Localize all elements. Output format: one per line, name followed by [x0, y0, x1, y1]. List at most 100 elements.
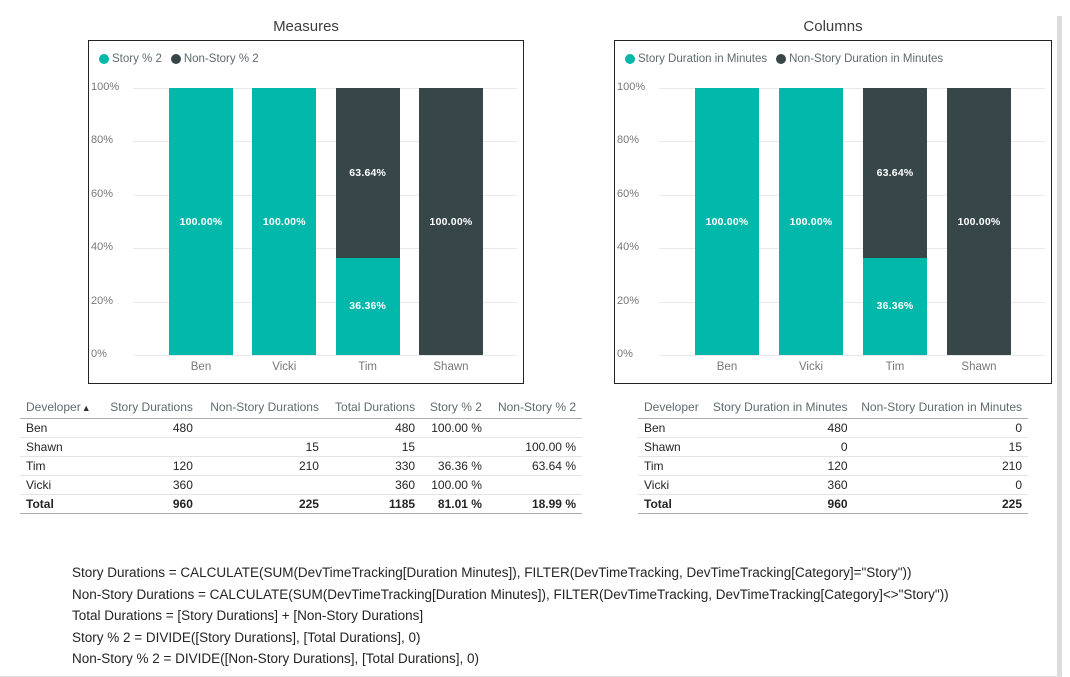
table-cell[interactable]: Ben	[20, 418, 101, 438]
legend-item[interactable]: Non-Story % 2	[170, 53, 259, 65]
chart-title: Columns	[803, 18, 863, 35]
table-header-cell[interactable]: Non-Story Durations	[198, 398, 325, 419]
formula-line: Story Durations = CALCULATE(SUM(DevTimeT…	[72, 565, 912, 580]
table-cell[interactable]: Shawn	[638, 437, 706, 457]
legend-label: Story % 2	[112, 53, 162, 65]
formula-line: Non-Story % 2 = DIVIDE([Non-Story Durati…	[72, 651, 480, 666]
tables-row: Developer▲ Story Durations Non-Story Durat…	[20, 398, 1070, 514]
table-cell[interactable]: Tim	[20, 456, 101, 476]
table-cell[interactable]: 0	[705, 437, 854, 457]
table-cell[interactable]: 15	[198, 437, 325, 457]
table-header-cell[interactable]: Total Durations	[324, 398, 422, 419]
table-cell[interactable]: 480	[324, 418, 422, 438]
table-cell[interactable]: Ben	[638, 418, 706, 438]
table-cell[interactable]: 100.00 %	[421, 475, 488, 495]
y-axis-tick-label: 0%	[617, 348, 633, 360]
table-cell[interactable]: 210	[198, 456, 325, 476]
table-cell[interactable]: 330	[324, 456, 422, 476]
bar-segment[interactable]: 100.00%	[695, 88, 759, 355]
bar-segment[interactable]: 36.36%	[335, 257, 400, 355]
table-cell[interactable]: 36.36 %	[421, 456, 488, 476]
measures-chart: Story % 2 Non-Story % 2 100% 80% 60% 40% 20% 0%…	[88, 40, 524, 384]
table-cell[interactable]: 63.64 %	[487, 456, 582, 476]
table-cell[interactable]	[421, 437, 488, 457]
bar-segment[interactable]: 100.00%	[169, 88, 233, 355]
y-axis-tick-label: 60%	[91, 187, 114, 200]
table-cell[interactable]: 225	[198, 494, 325, 514]
table-header-cell[interactable]: Non-Story Duration in Minutes	[853, 398, 1028, 419]
table-header-cell[interactable]: Story Duration in Minutes	[705, 398, 854, 419]
table-header-row: Developer▲ Story Durations Non-Story Durat…	[20, 398, 582, 419]
bar-segment[interactable]: 100.00%	[947, 88, 1011, 355]
table-cell[interactable]: 360	[705, 475, 854, 495]
table-row[interactable]: Shawn 15 15 100.00 %	[20, 437, 582, 457]
table-cell[interactable]: 480	[705, 418, 854, 438]
table-row[interactable]: Ben 480 480 100.00 %	[20, 418, 582, 438]
bar-segment[interactable]: 100.00%	[418, 88, 483, 355]
table-row[interactable]: Tim 120 210	[638, 456, 1028, 476]
table-cell[interactable]: 1185	[324, 494, 422, 514]
table-cell[interactable]: Vicki	[20, 475, 101, 495]
table-cell[interactable]: 225	[853, 494, 1028, 514]
table-total-row[interactable]: Total 960 225	[638, 494, 1028, 514]
table-cell[interactable]: Vicki	[638, 475, 706, 495]
table-cell[interactable]: Total	[638, 494, 706, 514]
table-header-cell[interactable]: Non-Story % 2	[487, 398, 582, 419]
legend-item[interactable]: Non-Story Duration in Minutes	[776, 53, 943, 65]
bar-shawn: 100.00%	[947, 88, 1011, 355]
table-cell[interactable]	[198, 475, 325, 495]
table-cell[interactable]	[100, 437, 199, 457]
gridline	[133, 88, 517, 89]
table-cell[interactable]: 210	[853, 456, 1028, 476]
chart-title: Measures	[273, 18, 339, 35]
legend-item[interactable]: Story Duration in Minutes	[625, 53, 767, 65]
table-cell[interactable]	[198, 418, 325, 438]
table-cell[interactable]: 480	[100, 418, 199, 438]
table-cell[interactable]: 0	[853, 418, 1028, 438]
bar-segment[interactable]: 100.00%	[252, 88, 317, 355]
bar-data-label: 63.64%	[876, 166, 914, 179]
table-cell[interactable]: 960	[705, 494, 854, 514]
table-cell[interactable]: 15	[853, 437, 1028, 457]
gridline	[659, 248, 1045, 250]
table-row[interactable]: Tim 120 210 330 36.36 % 63.64 %	[20, 456, 582, 476]
table-header-cell[interactable]: Story % 2	[421, 398, 488, 419]
legend-item[interactable]: Story % 2	[99, 53, 162, 65]
bar-segment[interactable]: 63.64%	[335, 88, 400, 258]
table-cell[interactable]: 100.00 %	[421, 418, 488, 438]
bar-segment[interactable]: 100.00%	[779, 88, 843, 355]
table-row[interactable]: Ben 480 0	[638, 418, 1028, 438]
table-cell[interactable]: 0	[853, 475, 1028, 495]
table-cell[interactable]: 81.01 %	[421, 494, 488, 514]
table-row[interactable]: Shawn 0 15	[638, 437, 1028, 457]
table-row[interactable]: Vicki 360 0	[638, 475, 1028, 495]
table-cell[interactable]: 360	[324, 475, 422, 495]
table-header-cell[interactable]: Story Durations	[100, 398, 199, 419]
table-cell[interactable]: Total	[20, 494, 101, 514]
x-axis-label: Ben	[190, 361, 212, 373]
table-header-cell[interactable]: Developer	[638, 398, 706, 419]
bar-segment[interactable]: 36.36%	[863, 257, 927, 355]
x-axis-label: Shawn	[433, 361, 469, 373]
table-cell[interactable]: 960	[100, 494, 199, 514]
table-total-row[interactable]: Total 960 225 1185 81.01 % 18.99 %	[20, 494, 582, 514]
table-header-row: Developer Story Duration in Minutes Non-St…	[638, 398, 1028, 419]
table-cell[interactable]: 360	[100, 475, 199, 495]
table-row[interactable]: Vicki 360 360 100.00 %	[20, 475, 582, 495]
legend-label: Non-Story Duration in Minutes	[789, 53, 944, 65]
legend: Story % 2 Non-Story % 2	[99, 53, 259, 65]
table-cell[interactable]: 100.00 %	[487, 437, 582, 457]
table-cell[interactable]: Shawn	[20, 437, 101, 457]
table-cell[interactable]: 120	[705, 456, 854, 476]
table-cell[interactable]: Tim	[638, 456, 706, 476]
table-cell[interactable]: 120	[100, 456, 199, 476]
table-cell[interactable]: 18.99 %	[487, 494, 582, 514]
table-cell[interactable]: 15	[324, 437, 422, 457]
table-cell[interactable]	[487, 418, 582, 438]
charts-row: Measures Story % 2 Non-Story % 2 100% 80% 60…	[88, 16, 1070, 384]
data-table: Developer▲ Story Durations Non-Story Durat…	[20, 398, 582, 514]
table-cell[interactable]	[487, 475, 582, 495]
table-header-cell[interactable]: Developer▲	[20, 398, 101, 419]
bar-ben: 100.00%	[695, 88, 759, 355]
bar-segment[interactable]: 63.64%	[863, 88, 927, 258]
